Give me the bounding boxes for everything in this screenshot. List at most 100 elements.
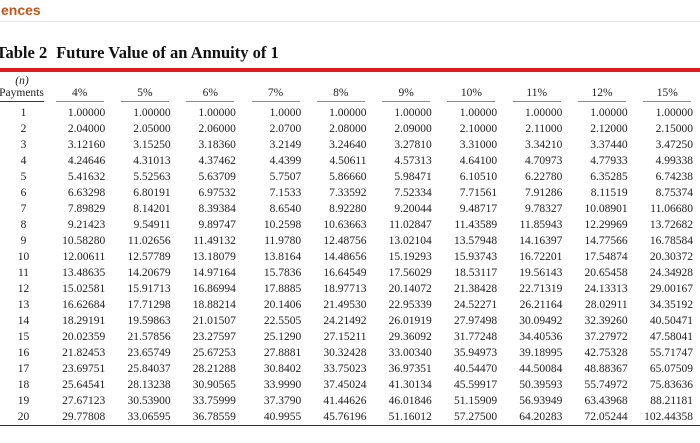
payments-cell: 10 [17, 251, 30, 263]
value-cell: 15.19293 [388, 251, 432, 263]
payments-cell: 12 [17, 283, 30, 295]
value-cell: 13.57948 [453, 235, 498, 247]
value-cell: 7.52334 [394, 187, 432, 199]
value-cell: 21.49530 [323, 299, 367, 311]
value-cell: 27.67123 [62, 395, 106, 407]
table-row: 20 29.77808 33.06595 36.78559 40.9955 45.7619… [0, 409, 700, 426]
value-cell: 102.44358 [644, 411, 693, 423]
value-cell: 10.2598 [263, 219, 302, 231]
value-cell: 11.43589 [454, 219, 498, 231]
table-row: 14 18.29191 19.59863 21.01507 22.5505 24.2149… [0, 313, 700, 329]
value-cell: 18.29191 [62, 315, 106, 327]
value-cell: 11.85943 [519, 219, 563, 231]
value-cell: 1.00000 [525, 107, 563, 119]
value-cell: 8.14201 [133, 203, 171, 215]
value-cell: 4.37462 [198, 155, 236, 167]
value-cell: 72.05244 [584, 411, 628, 423]
table-row: 6 6.63298 6.80191 6.97532 7.1533 7.33592 7.523… [0, 185, 700, 201]
value-cell: 28.13238 [127, 379, 171, 391]
value-cell: 9.48717 [459, 203, 498, 215]
value-cell: 15.02581 [62, 283, 106, 295]
value-cell: 45.59917 [453, 379, 498, 391]
cropped-heading-fragment[interactable]: ences [1, 2, 41, 18]
value-cell: 20.14072 [388, 283, 432, 295]
value-cell: 4.31013 [133, 155, 171, 167]
value-cell: 8.39384 [198, 203, 236, 215]
table-row: 3 3.12160 3.15250 3.18360 3.2149 3.24640 3.278… [0, 137, 700, 153]
value-cell: 88.21181 [650, 395, 693, 407]
rate-column-header: 4% [47, 72, 112, 105]
table-row: 5 5.41632 5.52563 5.63709 5.7507 5.86660 5.984… [0, 169, 700, 185]
value-cell: 8.6540 [269, 203, 302, 215]
value-cell: 13.72682 [649, 219, 693, 231]
value-cell: 30.32428 [323, 347, 367, 359]
value-cell: 3.37440 [590, 139, 628, 151]
value-cell: 2.09000 [394, 123, 432, 135]
value-cell: 1.00000 [329, 107, 367, 119]
value-cell: 5.7507 [269, 171, 302, 183]
rate-column-header: 5% [112, 72, 177, 105]
table-row: 1 1.00000 1.00000 1.00000 1.0000 1.00000 1.000… [0, 105, 700, 121]
value-cell: 14.20679 [127, 267, 171, 279]
value-cell: 22.71319 [519, 283, 563, 295]
payments-cell: 15 [17, 331, 30, 343]
value-cell: 4.50611 [329, 155, 367, 167]
value-cell: 3.27810 [394, 139, 432, 151]
value-cell: 6.22780 [525, 171, 563, 183]
value-cell: 34.40536 [519, 331, 563, 343]
value-cell: 42.75328 [584, 347, 628, 359]
payments-cell: 14 [17, 315, 30, 327]
value-cell: 5.41632 [67, 171, 106, 183]
value-cell: 14.16397 [519, 235, 563, 247]
value-cell: 56.93949 [519, 395, 563, 407]
value-cell: 14.97164 [192, 267, 236, 279]
value-cell: 13.18079 [192, 251, 236, 263]
table-row: 4 4.24646 4.31013 4.37462 4.4399 4.50611 4.573… [0, 153, 700, 169]
value-cell: 39.18995 [519, 347, 563, 359]
value-cell: 8.75374 [655, 187, 693, 199]
value-cell: 33.9990 [263, 379, 302, 391]
payments-cell: 8 [20, 219, 27, 231]
payments-column-header: (n) Payments [0, 72, 47, 105]
value-cell: 45.76196 [323, 411, 367, 423]
value-cell: 24.34928 [649, 267, 693, 279]
value-cell: 2.05000 [133, 123, 171, 135]
table-row: 19 27.67123 30.53900 33.75999 37.3790 41.4462… [0, 393, 700, 409]
value-cell: 17.54874 [584, 251, 628, 263]
value-cell: 14.77566 [584, 235, 628, 247]
table-row: 11 13.48635 14.20679 14.97164 15.7836 16.6454… [0, 265, 700, 281]
value-cell: 19.59863 [127, 315, 171, 327]
value-cell: 18.88214 [192, 299, 236, 311]
rate-column-header: 11% [504, 72, 569, 105]
value-cell: 28.21288 [192, 363, 236, 375]
value-cell: 30.8402 [263, 363, 302, 375]
value-cell: 29.36092 [388, 331, 432, 343]
value-cell: 51.16012 [388, 411, 432, 423]
value-cell: 5.52563 [133, 171, 171, 183]
value-cell: 16.78584 [649, 235, 693, 247]
table-row: 13 16.62684 17.71298 18.88214 20.1406 21.4953… [0, 297, 700, 313]
table-row: 17 23.69751 25.84037 28.21288 30.8402 33.7502… [0, 361, 700, 377]
value-cell: 22.5505 [263, 315, 302, 327]
payments-cell: 3 [20, 139, 27, 151]
rate-column-header: 9% [373, 72, 438, 105]
value-cell: 25.67253 [192, 347, 236, 359]
value-cell: 21.38428 [453, 283, 498, 295]
value-cell: 1.00000 [198, 107, 236, 119]
value-cell: 6.74238 [655, 171, 693, 183]
value-cell: 21.57856 [127, 331, 171, 343]
value-cell: 6.10510 [459, 171, 498, 183]
value-cell: 17.71298 [127, 299, 171, 311]
value-cell: 21.01507 [192, 315, 236, 327]
value-cell: 32.39260 [584, 315, 628, 327]
table-row: 16 21.82453 23.65749 25.67253 27.8881 30.3242… [0, 345, 700, 361]
table-row: 12 15.02581 15.91713 16.86994 17.8885 18.9771… [0, 281, 700, 297]
value-cell: 10.08901 [584, 203, 628, 215]
value-cell: 6.63298 [67, 187, 106, 199]
value-cell: 25.84037 [127, 363, 171, 375]
value-cell: 17.8885 [263, 283, 302, 295]
rate-column-header: 6% [178, 72, 243, 105]
value-cell: 26.21164 [519, 299, 563, 311]
value-cell: 31.77248 [453, 331, 498, 343]
value-cell: 33.00340 [388, 347, 432, 359]
